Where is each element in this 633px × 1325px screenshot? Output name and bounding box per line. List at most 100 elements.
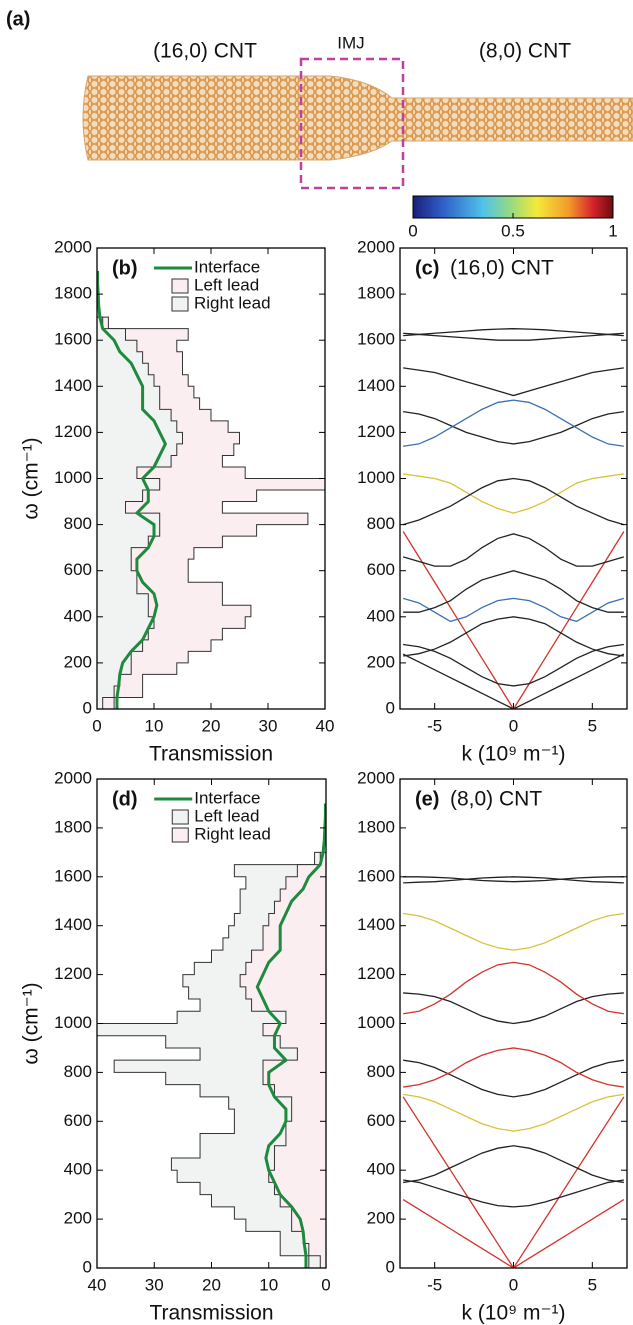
y-axis-label: ω (cm⁻¹) (20, 437, 43, 519)
y-tick-label: 1200 (54, 422, 92, 441)
interface-line (255, 803, 326, 1268)
panel-label: (e) (415, 788, 439, 810)
x-tick-label: 0 (321, 1275, 330, 1294)
y-tick-label: 1600 (54, 330, 92, 349)
transmission-area (97, 271, 183, 709)
y-tick-label: 600 (367, 560, 395, 579)
colorbar-tick-label: 1 (608, 221, 617, 240)
dispersion-band (403, 992, 624, 1025)
junction-label: IMJ (337, 33, 364, 52)
dispersion-band (403, 411, 624, 445)
x-tick-label: 0 (509, 716, 518, 735)
colorbar-tick-label: 0 (408, 221, 417, 240)
legend-label: Interface (194, 788, 260, 807)
legend-swatch (171, 827, 189, 843)
dispersion-band (403, 876, 624, 884)
y-tick-label: 1000 (54, 1013, 92, 1032)
legend-label: Right lead (194, 824, 271, 843)
panel: 0 200 400 600 800 1000 1200 1400 1600 1800 2000 -5 0… (357, 237, 628, 766)
x-tick-label: 10 (259, 1275, 278, 1294)
panel-label: (d) (112, 788, 138, 810)
x-tick-label: 10 (145, 716, 164, 735)
y-tick-label: 600 (367, 1111, 395, 1130)
dispersion-band (403, 332, 624, 341)
x-tick-label: -5 (427, 716, 442, 735)
plot-area (402, 328, 625, 709)
y-tick-label: 200 (367, 1209, 395, 1228)
panel-label: (b) (112, 257, 138, 279)
dispersion-band (403, 912, 624, 951)
y-tick-label: 1200 (54, 964, 92, 983)
x-tick-label: 30 (145, 1275, 164, 1294)
chart-title: (8,0) CNT (450, 788, 542, 811)
y-tick-label: 1600 (357, 866, 395, 885)
y-tick-label: 0 (83, 698, 92, 717)
dispersion-band (402, 597, 625, 623)
legend-label: Left lead (194, 275, 259, 294)
y-tick-label: 0 (386, 1257, 395, 1276)
y-tick-label: 600 (64, 1111, 92, 1130)
y-tick-label: 800 (64, 1062, 92, 1081)
y-tick-label: 800 (367, 514, 395, 533)
dispersion-band (402, 531, 625, 709)
y-tick-label: 1800 (357, 817, 395, 836)
y-tick-label: 1600 (54, 866, 92, 885)
legend-swatch (171, 809, 189, 825)
y-tick-label: 1400 (357, 376, 395, 395)
colorbar-tick-label: 0.5 (501, 221, 525, 240)
y-tick-label: 1000 (357, 468, 395, 487)
y-tick-label: 200 (64, 1209, 92, 1228)
dispersion-band (403, 399, 624, 447)
y-tick-label: 400 (367, 1160, 395, 1179)
legend-swatch (171, 296, 189, 312)
y-tick-label: 2000 (54, 768, 92, 787)
x-tick-label: 5 (588, 1275, 597, 1294)
dispersion-band (402, 1198, 625, 1268)
x-axis-label: Transmission (149, 1302, 273, 1325)
nanotube (82, 75, 633, 161)
x-tick-label: 0 (509, 1275, 518, 1294)
y-tick-label: 200 (64, 652, 92, 671)
dispersion-band (402, 1096, 625, 1268)
panel-label: (a) (6, 8, 30, 30)
dispersion-band (403, 616, 624, 657)
legend-swatch (171, 278, 189, 294)
y-tick-label: 1800 (54, 284, 92, 303)
y-tick-label: 0 (386, 698, 395, 717)
y-tick-label: 1200 (357, 964, 395, 983)
y-tick-label: 0 (83, 1257, 92, 1276)
x-axis-label: k (10⁹ m⁻¹) (461, 1302, 565, 1325)
dispersion-band (402, 477, 625, 526)
chart-title: (16,0) CNT (450, 257, 554, 280)
legend-label: Interface (194, 257, 260, 276)
y-tick-label: 400 (64, 606, 92, 625)
dispersion-band (403, 473, 624, 514)
y-axis-label: ω (cm⁻¹) (20, 982, 43, 1064)
y-tick-label: 1000 (357, 1013, 395, 1032)
x-tick-label: 5 (588, 716, 597, 735)
y-tick-label: 1200 (357, 422, 395, 441)
legend-label: Left lead (194, 806, 259, 825)
dispersion-band (403, 961, 624, 1015)
dispersion-band (403, 570, 624, 613)
x-tick-label: -5 (427, 1275, 442, 1294)
y-tick-label: 1400 (357, 915, 395, 934)
y-tick-label: 1000 (54, 468, 92, 487)
panel-label: (c) (415, 257, 439, 279)
y-tick-label: 1600 (357, 330, 395, 349)
plot-area (402, 876, 625, 1268)
dispersion-band (403, 328, 624, 337)
dispersion-band (403, 643, 624, 687)
x-tick-label: 20 (202, 716, 221, 735)
x-axis-label: Transmission (149, 743, 273, 766)
y-tick-label: 800 (367, 1062, 395, 1081)
y-tick-label: 400 (64, 1160, 92, 1179)
transmission-area (239, 803, 326, 1268)
x-axis-label: k (10⁹ m⁻¹) (461, 743, 565, 766)
plot-area (97, 271, 325, 709)
interface-line (97, 271, 168, 709)
plot-area (97, 803, 326, 1268)
dispersion-band (403, 1145, 624, 1184)
